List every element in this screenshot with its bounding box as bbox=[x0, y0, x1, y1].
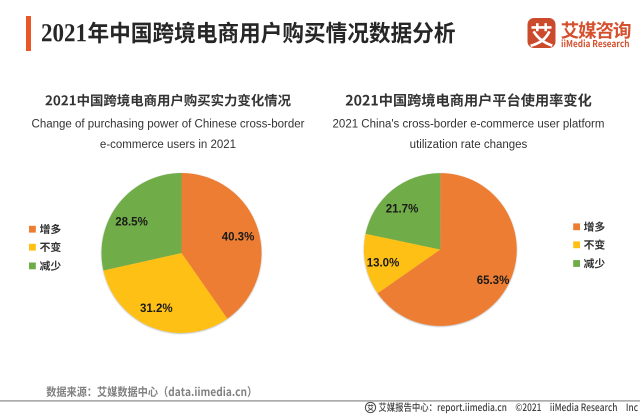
svg-text:utilization rate changes: utilization rate changes bbox=[410, 139, 528, 151]
svg-text:13.0%: 13.0% bbox=[367, 258, 400, 270]
svg-text:28.5%: 28.5% bbox=[115, 217, 148, 229]
svg-text:40.3%: 40.3% bbox=[222, 231, 255, 243]
svg-text:e-commerce users in 2021: e-commerce users in 2021 bbox=[100, 139, 236, 151]
svg-text:65.3%: 65.3% bbox=[477, 275, 510, 287]
svg-text:21.7%: 21.7% bbox=[386, 204, 419, 216]
svg-text:Change of purchasing power of: Change of purchasing power of Chinese cr… bbox=[32, 119, 305, 131]
svg-text:2021 China's cross-border e-co: 2021 China's cross-border e-commerce use… bbox=[333, 119, 605, 131]
svg-text:31.2%: 31.2% bbox=[140, 303, 173, 315]
